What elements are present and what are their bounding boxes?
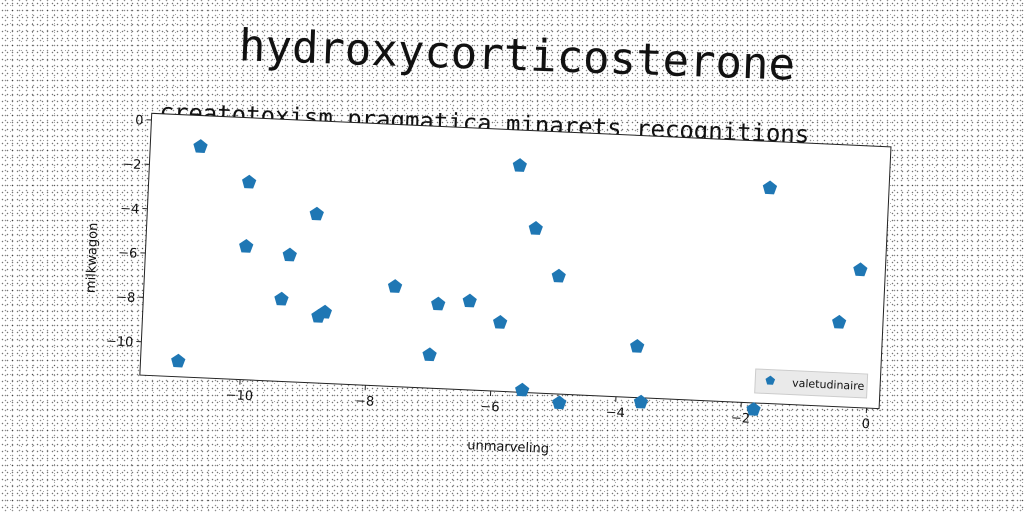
- data-point: [387, 279, 403, 293]
- y-tick-label: −2: [122, 157, 142, 173]
- y-tick-label: −10: [106, 334, 134, 350]
- x-tick-label: −8: [355, 394, 375, 410]
- data-point: [762, 180, 778, 195]
- data-point: [515, 382, 530, 397]
- data-point: [832, 314, 847, 329]
- legend-marker: [765, 375, 776, 385]
- data-point: [274, 291, 289, 306]
- y-tick-label: −4: [120, 201, 140, 217]
- data-point: [193, 139, 208, 153]
- plot-frame: [139, 112, 892, 410]
- data-point: [552, 395, 567, 410]
- legend-label: valetudinaire: [792, 377, 865, 393]
- data-point: [512, 158, 527, 172]
- data-point: [431, 296, 446, 311]
- data-point: [746, 402, 761, 416]
- data-point: [311, 308, 326, 323]
- x-tick-label: −10: [225, 388, 253, 404]
- data-point: [239, 239, 254, 253]
- legend: valetudinaire: [754, 368, 869, 399]
- x-axis-label: unmarveling: [467, 438, 549, 457]
- legend-box: [754, 368, 869, 399]
- data-point: [528, 221, 543, 235]
- data-point: [309, 206, 324, 221]
- y-tick-label: −8: [116, 290, 136, 306]
- data-point: [551, 268, 566, 283]
- data-point: [282, 247, 297, 262]
- y-tick-label: 0: [135, 113, 144, 128]
- data-point: [630, 338, 645, 353]
- data-point: [171, 353, 186, 368]
- data-point: [633, 394, 649, 409]
- y-tick-label: −6: [118, 246, 138, 262]
- y-axis-label: milkwagon: [84, 222, 101, 293]
- x-tick-label: −6: [480, 400, 500, 416]
- data-point: [422, 347, 437, 362]
- x-tick-label: 0: [861, 417, 870, 432]
- data-point: [462, 293, 477, 308]
- data-point: [242, 174, 257, 189]
- data-point: [493, 315, 508, 329]
- x-tick-label: −4: [605, 405, 625, 421]
- x-tick-label: −2: [731, 411, 751, 427]
- data-point: [853, 262, 868, 277]
